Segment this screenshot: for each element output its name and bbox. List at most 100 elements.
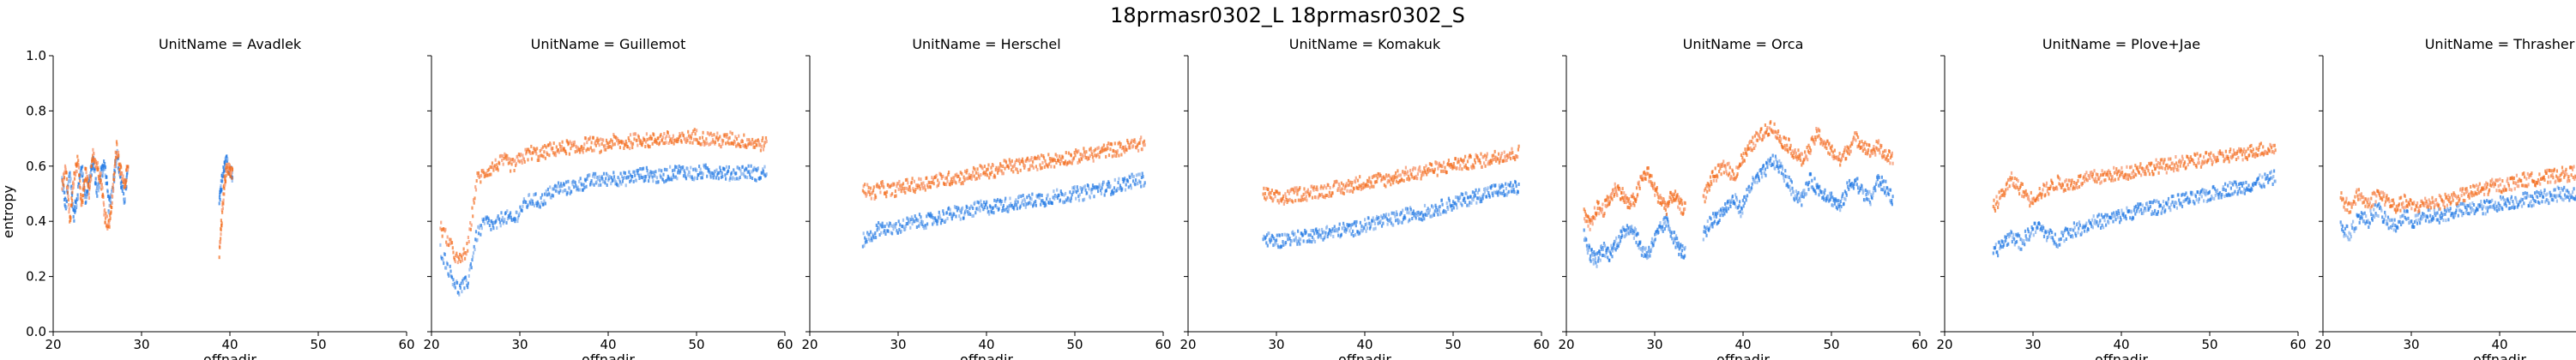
data-point	[1085, 150, 1088, 154]
data-point	[1738, 204, 1740, 208]
data-point	[1283, 232, 1286, 237]
data-point	[870, 196, 872, 201]
data-point	[72, 182, 75, 186]
data-point	[465, 252, 468, 256]
data-point	[1140, 176, 1143, 179]
data-point	[1502, 189, 1505, 194]
data-point	[1663, 216, 1666, 220]
data-point	[64, 167, 67, 171]
data-point	[220, 183, 222, 188]
data-point	[1824, 188, 1826, 192]
data-point	[1992, 251, 1994, 255]
data-point	[1866, 189, 1868, 194]
data-point	[658, 141, 661, 145]
data-point	[1388, 213, 1391, 217]
data-point	[926, 214, 928, 219]
data-point	[1081, 157, 1083, 161]
data-point	[1841, 196, 1843, 201]
data-point	[1499, 154, 1503, 158]
data-point	[2178, 198, 2181, 202]
data-point	[1390, 217, 1392, 221]
data-point	[559, 182, 563, 186]
data-point	[911, 222, 914, 226]
data-point	[1414, 176, 1416, 179]
data-point	[999, 162, 1002, 166]
data-point	[1997, 254, 2000, 258]
data-point	[648, 136, 650, 141]
data-point	[1778, 135, 1782, 139]
data-point	[664, 136, 667, 141]
data-point	[1592, 258, 1595, 262]
data-point	[459, 284, 462, 288]
data-point	[1587, 248, 1590, 252]
data-point	[2188, 197, 2191, 201]
data-point	[861, 189, 864, 193]
data-point	[602, 171, 606, 176]
data-point	[686, 139, 689, 143]
data-point	[1816, 183, 1819, 187]
data-point	[550, 195, 552, 200]
data-point	[1747, 147, 1750, 151]
data-point	[1406, 210, 1409, 214]
data-point	[2154, 200, 2157, 204]
data-point	[1311, 235, 1314, 239]
data-point	[1743, 201, 1746, 205]
data-point	[1755, 130, 1758, 135]
data-point	[976, 167, 979, 171]
data-point	[80, 193, 82, 197]
data-point	[1300, 198, 1302, 202]
data-point	[1886, 191, 1889, 195]
data-point	[917, 183, 920, 188]
data-point	[1048, 157, 1051, 160]
data-point	[570, 147, 572, 151]
data-point	[663, 167, 667, 171]
data-point	[2224, 182, 2227, 186]
y-tick-label: 0.6	[26, 159, 46, 174]
data-point	[2041, 228, 2043, 232]
data-point	[619, 171, 622, 176]
data-point	[92, 153, 94, 158]
data-point	[1351, 223, 1354, 227]
data-point	[1022, 194, 1024, 197]
data-point	[71, 199, 74, 203]
data-point	[1118, 177, 1120, 181]
data-point	[1845, 191, 1848, 195]
data-point	[106, 175, 108, 179]
data-point	[440, 228, 443, 232]
data-point	[1435, 206, 1438, 210]
data-point	[510, 211, 512, 215]
data-point	[1464, 163, 1467, 167]
data-point	[1137, 172, 1140, 177]
data-point	[2058, 237, 2060, 242]
data-point	[544, 156, 546, 160]
data-point	[1459, 164, 1462, 168]
data-point	[1347, 225, 1349, 230]
data-point	[1862, 189, 1865, 193]
data-point	[1655, 231, 1657, 236]
data-point	[999, 164, 1002, 168]
data-point	[1483, 153, 1486, 158]
data-point	[2151, 210, 2154, 214]
data-point	[1428, 210, 1431, 214]
data-point	[915, 183, 918, 188]
data-point	[1387, 178, 1390, 183]
data-point	[1075, 190, 1078, 195]
data-point	[1843, 201, 1845, 206]
x-tick-label: 20	[423, 337, 439, 352]
data-point	[1278, 191, 1281, 195]
data-point	[702, 130, 704, 135]
data-point	[1352, 189, 1354, 194]
data-point	[988, 176, 991, 180]
data-point	[1306, 239, 1309, 243]
data-point	[896, 184, 898, 189]
data-point	[1097, 146, 1100, 150]
data-point	[1107, 141, 1110, 146]
data-point	[121, 189, 124, 193]
data-point	[439, 226, 442, 231]
data-point	[698, 171, 701, 175]
data-point	[477, 225, 480, 229]
data-point	[1674, 237, 1677, 241]
data-point	[765, 139, 768, 143]
data-point	[1514, 158, 1517, 162]
data-point	[2027, 230, 2030, 234]
